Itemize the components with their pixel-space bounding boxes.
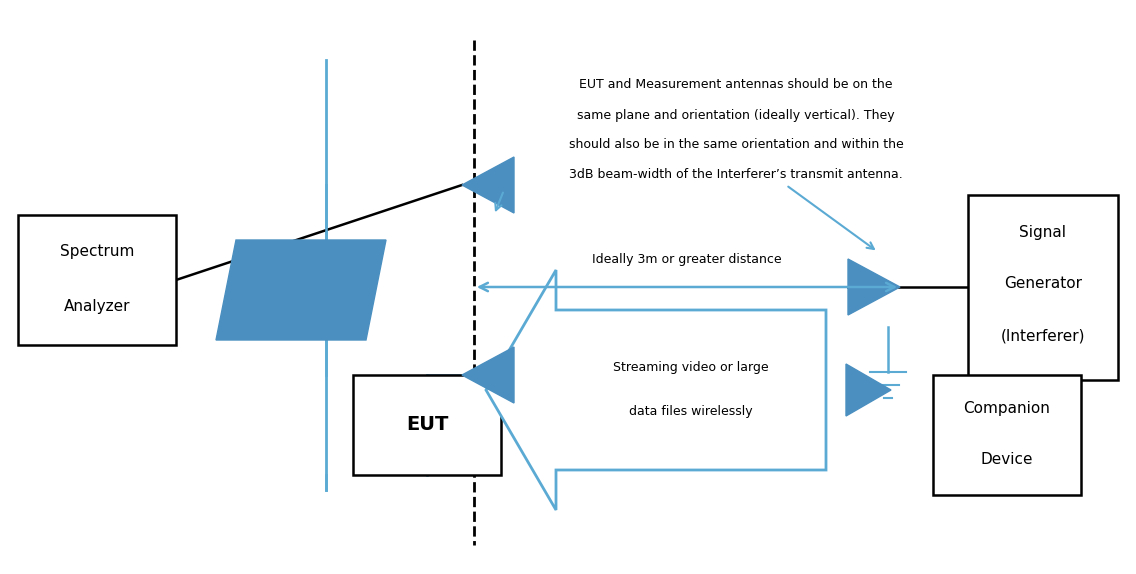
- Bar: [968, 195, 1118, 380]
- Text: (Interferer): (Interferer): [1001, 328, 1085, 343]
- Text: should also be in the same orientation and within the: should also be in the same orientation a…: [569, 138, 903, 152]
- Text: EUT: EUT: [406, 416, 449, 435]
- Text: Spectrum: Spectrum: [60, 244, 134, 259]
- Bar: [353, 375, 501, 475]
- Polygon shape: [462, 347, 513, 403]
- Bar: [18, 215, 176, 345]
- Polygon shape: [847, 259, 900, 315]
- Text: Ideally 3m or greater distance: Ideally 3m or greater distance: [592, 253, 782, 266]
- Text: Signal: Signal: [1019, 224, 1067, 239]
- Text: Analyzer: Analyzer: [64, 298, 131, 313]
- Text: Streaming video or large: Streaming video or large: [613, 362, 769, 374]
- Text: Generator: Generator: [1004, 276, 1081, 291]
- Text: data files wirelessly: data files wirelessly: [629, 405, 753, 418]
- Text: EUT and Measurement antennas should be on the: EUT and Measurement antennas should be o…: [579, 79, 893, 91]
- Polygon shape: [846, 364, 891, 416]
- Text: same plane and orientation (ideally vertical). They: same plane and orientation (ideally vert…: [577, 108, 895, 122]
- Text: 3dB beam-width of the Interferer’s transmit antenna.: 3dB beam-width of the Interferer’s trans…: [569, 169, 903, 181]
- Polygon shape: [486, 270, 826, 510]
- Polygon shape: [216, 240, 386, 340]
- Polygon shape: [462, 157, 513, 213]
- Text: Companion: Companion: [963, 401, 1051, 416]
- Bar: [933, 375, 1081, 495]
- Text: Device: Device: [980, 452, 1034, 467]
